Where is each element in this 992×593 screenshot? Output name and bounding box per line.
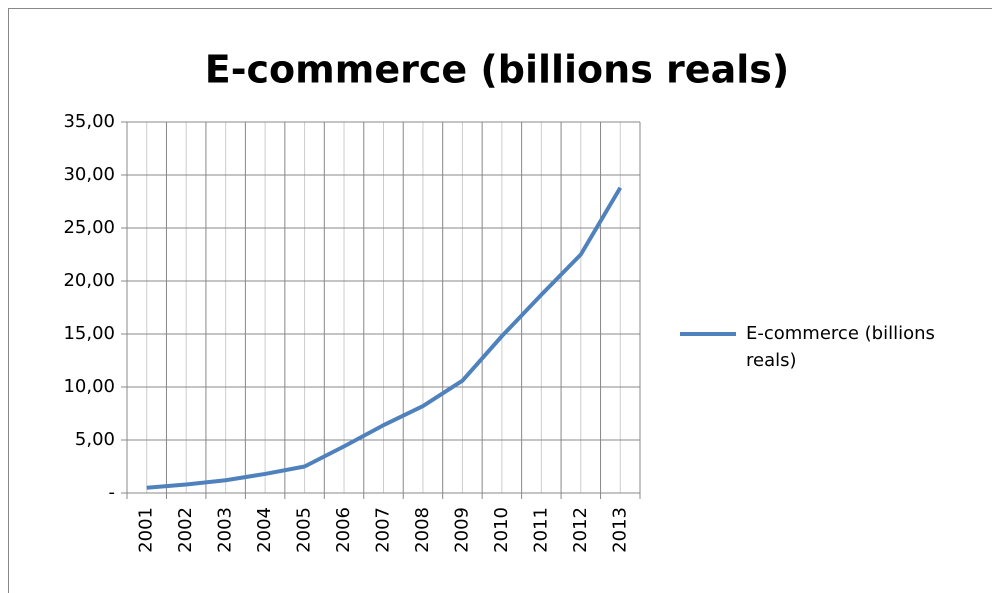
y-tick-label: 30,00	[63, 164, 115, 185]
x-tick-label: 2008	[412, 507, 433, 553]
chart-title: E-commerce (billions reals)	[205, 48, 789, 92]
y-tick-label: 10,00	[63, 376, 115, 397]
x-tick-label: 2011	[530, 507, 551, 553]
x-tick-label: 2013	[609, 507, 630, 553]
legend-label: E-commerce (billions reals)	[746, 323, 935, 371]
x-tick-label: 2010	[491, 507, 512, 553]
x-tick-label: 2007	[373, 507, 394, 553]
y-tick-label: 15,00	[63, 323, 115, 344]
y-tick-label: 5,00	[75, 429, 115, 450]
y-tick-label: 35,00	[63, 111, 115, 132]
x-tick-label: 2002	[175, 507, 196, 553]
y-tick-label: 25,00	[63, 217, 115, 238]
x-tick-label: 2003	[215, 507, 236, 553]
data-line	[146, 186, 622, 490]
x-tick-label: 2006	[333, 507, 354, 553]
x-tick-label: 2012	[570, 507, 591, 553]
chart-border	[8, 8, 992, 593]
x-tick-label: 2009	[451, 507, 472, 553]
x-tick-label: 2005	[294, 507, 315, 553]
y-tick-label: -	[109, 482, 116, 503]
y-tick-label: 20,00	[63, 270, 115, 291]
x-tick-label: 2004	[254, 507, 275, 553]
x-tick-label: 2001	[136, 507, 157, 553]
